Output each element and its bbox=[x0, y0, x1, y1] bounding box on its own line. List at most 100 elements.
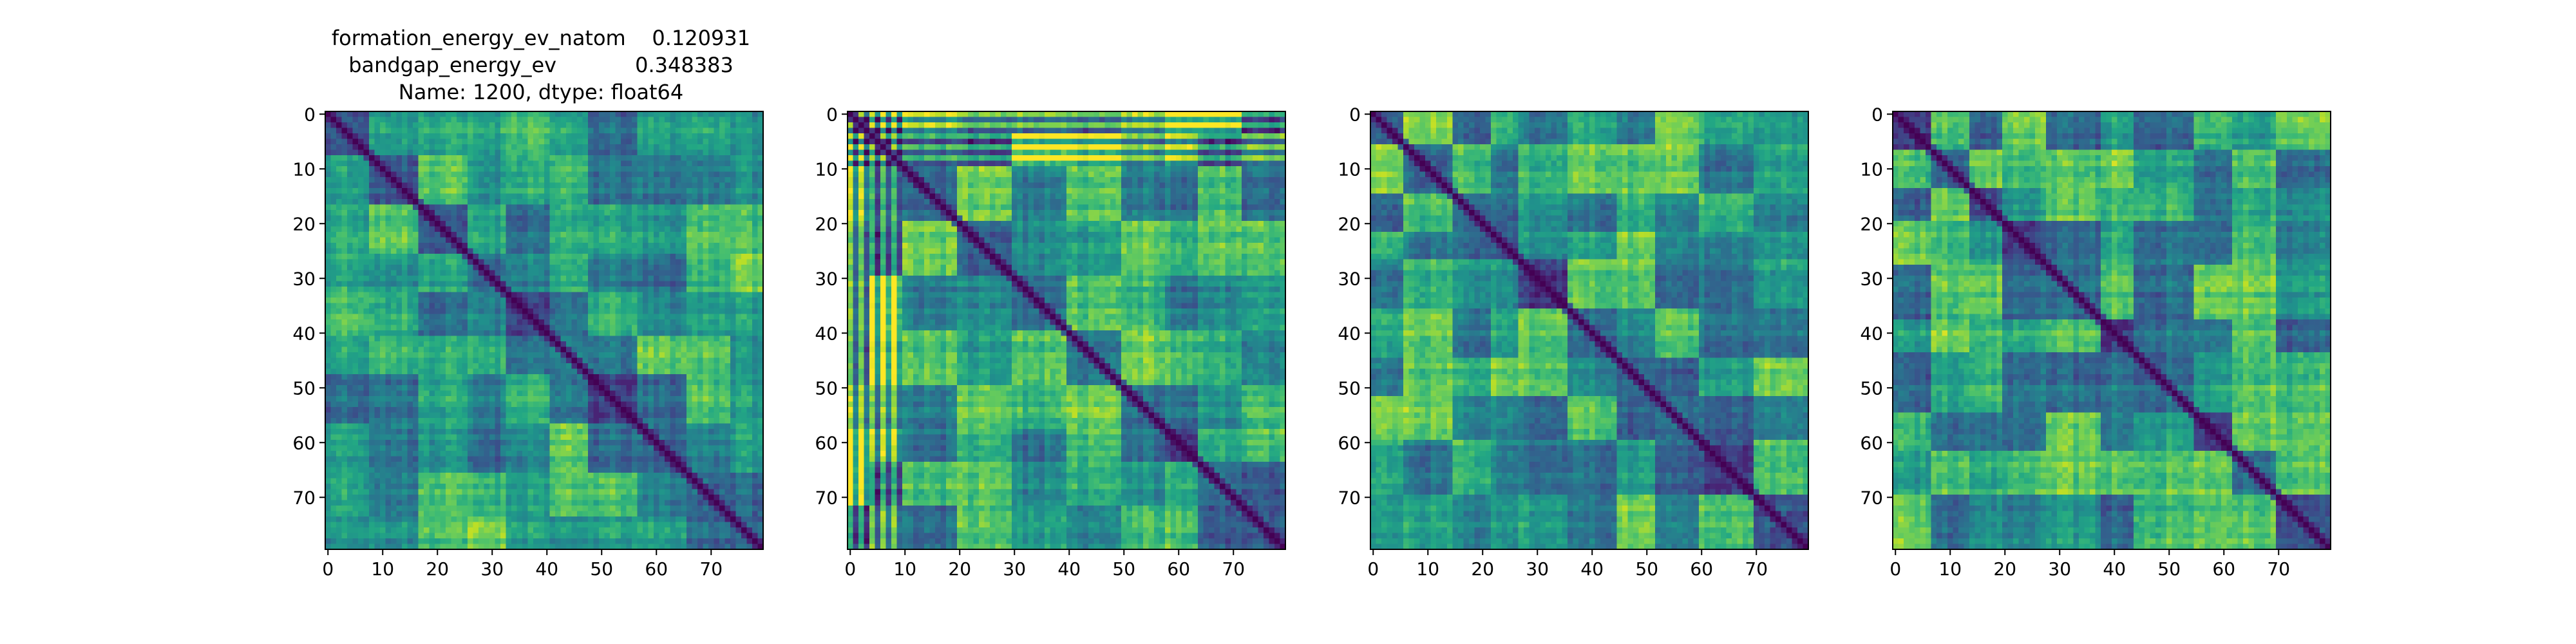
heatmap-cell bbox=[369, 204, 375, 211]
heatmap-cell bbox=[648, 265, 654, 271]
heatmap-cell bbox=[757, 423, 764, 430]
heatmap-cell bbox=[363, 133, 370, 140]
heatmap-cell bbox=[511, 193, 518, 200]
heatmap-cell bbox=[451, 341, 457, 348]
heatmap-cell bbox=[582, 401, 589, 408]
heatmap-cell bbox=[495, 232, 501, 238]
heatmap-cell bbox=[533, 144, 540, 151]
heatmap-cell bbox=[724, 215, 731, 222]
heatmap-cell bbox=[555, 226, 562, 232]
heatmap-cell bbox=[724, 407, 731, 413]
heatmap-cell bbox=[555, 204, 562, 211]
heatmap-cell bbox=[582, 440, 589, 446]
heatmap-cell bbox=[560, 149, 567, 156]
heatmap-cell bbox=[621, 352, 627, 359]
heatmap-cell bbox=[654, 128, 660, 134]
heatmap-cell bbox=[440, 254, 446, 260]
heatmap-cell bbox=[746, 254, 753, 260]
heatmap-cell bbox=[446, 166, 452, 173]
heatmap-cell bbox=[692, 182, 698, 189]
heatmap-cell bbox=[626, 276, 632, 282]
heatmap-cell bbox=[457, 237, 463, 243]
heatmap-cell bbox=[413, 390, 419, 397]
heatmap-cell bbox=[495, 138, 501, 145]
heatmap-cell bbox=[681, 325, 687, 331]
heatmap-cell bbox=[413, 341, 419, 348]
heatmap-cell bbox=[468, 346, 474, 353]
heatmap-cell bbox=[719, 418, 726, 424]
heatmap-cell bbox=[538, 346, 545, 353]
heatmap-cell bbox=[336, 423, 343, 430]
heatmap-cell bbox=[746, 215, 753, 222]
heatmap-cell bbox=[692, 138, 698, 145]
heatmap-cell bbox=[599, 390, 605, 397]
heatmap-cell bbox=[330, 412, 337, 419]
heatmap-cell bbox=[369, 330, 375, 337]
heatmap-cell bbox=[719, 182, 726, 189]
heatmap-cell bbox=[435, 287, 441, 293]
heatmap-cell bbox=[451, 445, 457, 451]
heatmap-cell bbox=[374, 111, 381, 118]
heatmap-cell bbox=[621, 423, 627, 430]
heatmap-cell bbox=[681, 237, 687, 243]
heatmap-cell bbox=[566, 379, 573, 386]
heatmap-cell bbox=[582, 248, 589, 254]
heatmap-cell bbox=[560, 418, 567, 424]
heatmap-cell bbox=[325, 429, 332, 435]
heatmap-cell bbox=[703, 407, 709, 413]
heatmap-cell bbox=[604, 401, 611, 408]
heatmap-cell bbox=[697, 319, 704, 326]
heatmap-cell bbox=[429, 226, 435, 232]
heatmap-cell bbox=[757, 254, 764, 260]
heatmap-cell bbox=[637, 254, 643, 260]
heatmap-cell bbox=[424, 298, 430, 304]
heatmap-cell bbox=[544, 423, 551, 430]
heatmap-cell bbox=[643, 210, 649, 216]
heatmap-cell bbox=[746, 138, 753, 145]
heatmap-cell bbox=[621, 440, 627, 446]
heatmap-cell bbox=[687, 226, 693, 232]
heatmap-cell bbox=[330, 434, 337, 440]
heatmap-cell bbox=[468, 133, 474, 140]
heatmap-cell bbox=[626, 390, 632, 397]
heatmap-cell bbox=[380, 368, 386, 375]
heatmap-cell bbox=[637, 128, 643, 134]
heatmap-cell bbox=[380, 287, 386, 293]
heatmap-cell bbox=[599, 111, 605, 118]
heatmap-cell bbox=[440, 270, 446, 276]
heatmap-cell bbox=[724, 204, 731, 211]
heatmap-cell bbox=[643, 341, 649, 348]
heatmap-cell bbox=[708, 254, 715, 260]
heatmap-cell bbox=[719, 390, 726, 397]
heatmap-cell bbox=[495, 259, 501, 265]
heatmap-cell bbox=[687, 287, 693, 293]
heatmap-cell bbox=[358, 210, 365, 216]
heatmap-cell bbox=[670, 385, 676, 392]
heatmap-cell bbox=[374, 243, 381, 249]
heatmap-cell bbox=[446, 330, 452, 337]
heatmap-cell bbox=[730, 330, 737, 337]
heatmap-cell bbox=[527, 155, 534, 162]
heatmap-cell bbox=[358, 363, 365, 370]
heatmap-cell bbox=[440, 451, 446, 457]
heatmap-cell bbox=[347, 199, 354, 205]
heatmap-cell bbox=[719, 133, 726, 140]
heatmap-cell bbox=[593, 336, 600, 342]
heatmap-cell bbox=[538, 232, 545, 238]
heatmap-cell bbox=[533, 226, 540, 232]
heatmap-cell bbox=[659, 204, 665, 211]
heatmap-cell bbox=[473, 396, 479, 402]
heatmap-cell bbox=[724, 390, 731, 397]
heatmap-cell bbox=[741, 138, 748, 145]
heatmap-cell bbox=[555, 423, 562, 430]
heatmap-cell bbox=[527, 298, 534, 304]
heatmap-cell bbox=[593, 314, 600, 320]
heatmap-cell bbox=[719, 363, 726, 370]
heatmap-cell bbox=[582, 155, 589, 162]
heatmap-cell bbox=[741, 243, 748, 249]
heatmap-cell bbox=[358, 199, 365, 205]
heatmap-cell bbox=[424, 363, 430, 370]
heatmap-cell bbox=[325, 188, 332, 194]
heatmap-cell bbox=[538, 407, 545, 413]
heatmap-cell bbox=[604, 111, 611, 118]
